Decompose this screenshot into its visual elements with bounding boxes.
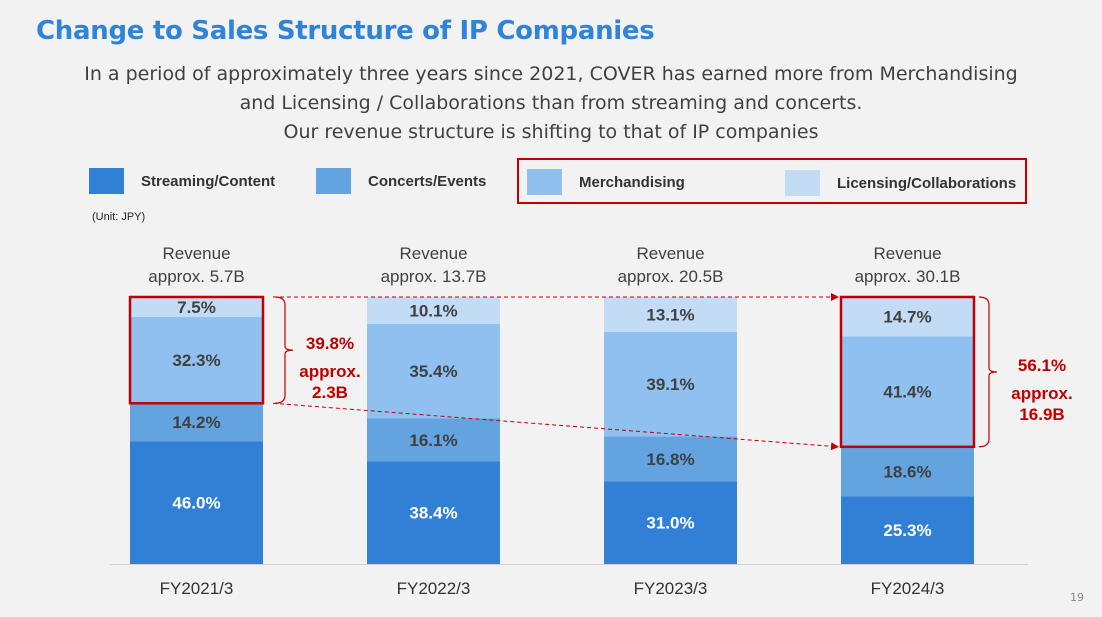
bar-segment-licensing-collaborations <box>604 297 737 332</box>
annotation-share: 39.8% <box>306 334 354 353</box>
legend-item-licensing: Licensing/Collaborations <box>785 170 1016 196</box>
data-label: 13.1% <box>646 305 694 324</box>
data-label: 35.4% <box>409 362 457 381</box>
data-label: 7.5% <box>177 298 216 317</box>
highlight-box <box>839 295 976 449</box>
data-label: 41.4% <box>883 383 931 402</box>
bar-segment-concerts-events <box>604 436 737 482</box>
bar-segment-merchandising <box>367 323 500 419</box>
page-title: Change to Sales Structure of IP Companie… <box>36 16 655 46</box>
legend-label: Licensing/Collaborations <box>837 174 1017 192</box>
legend-label: Merchandising <box>579 173 685 191</box>
annotation-amount: 16.9B <box>1019 405 1064 424</box>
trend-arrow-bottom <box>272 402 839 451</box>
revenue-amount-label: approx. 30.1B <box>855 267 961 286</box>
bar-segment-merchandising <box>841 336 974 447</box>
bar-segment-streaming-content <box>841 496 974 564</box>
unit-label: (Unit: JPY) <box>92 211 146 223</box>
data-label: 32.3% <box>172 351 220 370</box>
bar-segment-concerts-events <box>130 403 263 442</box>
revenue-label: Revenue <box>399 244 467 263</box>
data-label: 46.0% <box>172 494 220 513</box>
legend-item-merchandising: Merchandising <box>527 169 685 195</box>
subtitle-line: In a period of approximately three years… <box>84 63 1018 85</box>
data-label: 38.4% <box>409 504 457 523</box>
bar-segment-merchandising <box>604 331 737 437</box>
bar-segment-licensing-collaborations <box>130 297 263 318</box>
bar-segment-streaming-content <box>367 461 500 564</box>
category-label: FY2024/3 <box>871 579 945 598</box>
subtitle-line: Our revenue structure is shifting to tha… <box>283 121 819 143</box>
bar-segment-concerts-events <box>367 418 500 462</box>
bar-segment-merchandising <box>130 317 263 404</box>
legend-item-concerts: Concerts/Events <box>316 168 486 194</box>
bar-segment-licensing-collaborations <box>367 297 500 324</box>
annotation-share: 56.1% <box>1018 356 1066 375</box>
data-label: 16.1% <box>409 431 457 450</box>
revenue-amount-label: approx. 5.7B <box>148 267 244 286</box>
data-label: 14.7% <box>883 308 931 327</box>
legend-item-streaming: Streaming/Content <box>89 168 275 194</box>
bar-segment-streaming-content <box>130 441 263 564</box>
annotation-amount: 2.3B <box>312 383 348 402</box>
page-number: 19 <box>1070 591 1084 604</box>
data-label: 16.8% <box>646 450 694 469</box>
bar-segment-licensing-collaborations <box>841 297 974 337</box>
brace-icon <box>978 296 998 448</box>
annotation-amount: approx. <box>1011 384 1072 403</box>
data-label: 10.1% <box>409 301 457 320</box>
revenue-label: Revenue <box>873 244 941 263</box>
revenue-amount-label: approx. 13.7B <box>381 267 487 286</box>
data-label: 31.0% <box>646 514 694 533</box>
legend-swatch-icon <box>527 169 562 195</box>
category-label: FY2023/3 <box>634 579 708 598</box>
subtitle-line: and Licensing / Collaborations than from… <box>239 92 863 114</box>
category-label: FY2022/3 <box>397 579 471 598</box>
annotation-amount: approx. <box>299 362 360 381</box>
data-label: 18.6% <box>883 463 931 482</box>
legend-swatch-icon <box>316 168 351 194</box>
highlight-box <box>128 295 265 405</box>
revenue-amount-label: approx. 20.5B <box>618 267 724 286</box>
legend-highlight-box <box>517 158 1027 204</box>
legend-swatch-icon <box>89 168 124 194</box>
data-label: 14.2% <box>172 413 220 432</box>
bar-segment-concerts-events <box>841 446 974 497</box>
category-label: FY2021/3 <box>160 579 234 598</box>
revenue-label: Revenue <box>162 244 230 263</box>
legend-label: Streaming/Content <box>141 172 276 190</box>
page-subtitle: In a period of approximately three years… <box>0 60 1102 147</box>
legend-swatch-icon <box>785 170 820 196</box>
bar-segment-streaming-content <box>604 481 737 564</box>
legend-label: Concerts/Events <box>368 172 487 190</box>
data-label: 39.1% <box>646 375 694 394</box>
data-label: 25.3% <box>883 521 931 540</box>
revenue-label: Revenue <box>636 244 704 263</box>
brace-icon <box>274 296 294 404</box>
